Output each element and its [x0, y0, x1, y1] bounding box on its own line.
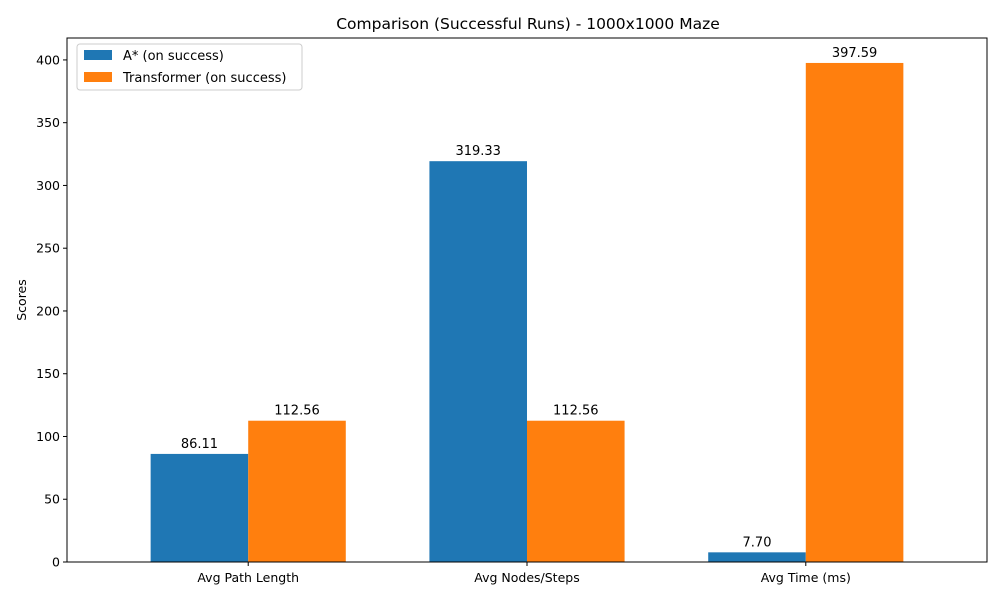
value-label: 7.70: [743, 535, 772, 550]
y-tick-label: 300: [36, 178, 60, 193]
plot-frame: [66, 37, 988, 563]
y-tick-label: 200: [36, 303, 60, 318]
legend-box: [76, 43, 303, 91]
value-label: 319.33: [455, 144, 501, 159]
legend: A* (on success) Transformer (on success): [76, 43, 303, 91]
y-tick-label: 400: [36, 52, 60, 67]
chart-title: Comparison (Successful Runs) - 1000x1000…: [336, 15, 720, 33]
y-axis: 0 50 100 150 200 250 300 350 400: [36, 52, 67, 570]
y-axis-title: Scores: [14, 279, 29, 321]
y-tick-label: 50: [44, 492, 60, 507]
y-tick-label: 0: [52, 555, 60, 570]
bar-astar-1: [429, 161, 527, 563]
x-tick-label: Avg Path Length: [197, 570, 299, 585]
value-label: 112.56: [553, 404, 599, 419]
bar-transformer-1: [527, 420, 625, 562]
bar-transformer-0: [248, 420, 346, 562]
value-labels-group: 86.11 319.33 7.70 112.56 112.56 397.59: [181, 46, 878, 550]
legend-label: Transformer (on success): [122, 71, 286, 86]
bar-astar-2: [708, 552, 806, 562]
bars-group: [150, 62, 904, 563]
bar-transformer-2: [805, 62, 904, 563]
value-label: 86.11: [181, 437, 218, 452]
legend-swatch: [84, 50, 112, 60]
x-axis: Avg Path Length Avg Nodes/Steps Avg Time (…: [197, 562, 851, 585]
y-tick-label: 150: [36, 366, 60, 381]
x-tick-label: Avg Time (ms): [761, 570, 851, 585]
y-tick-label: 350: [36, 115, 60, 130]
legend-swatch: [84, 72, 112, 82]
y-tick-label: 250: [36, 241, 60, 256]
value-label: 112.56: [274, 404, 320, 419]
y-tick-label: 100: [36, 429, 60, 444]
legend-label: A* (on success): [123, 49, 224, 64]
x-tick-label: Avg Nodes/Steps: [474, 570, 579, 585]
bar-astar-0: [150, 453, 249, 562]
value-label: 397.59: [832, 46, 878, 61]
